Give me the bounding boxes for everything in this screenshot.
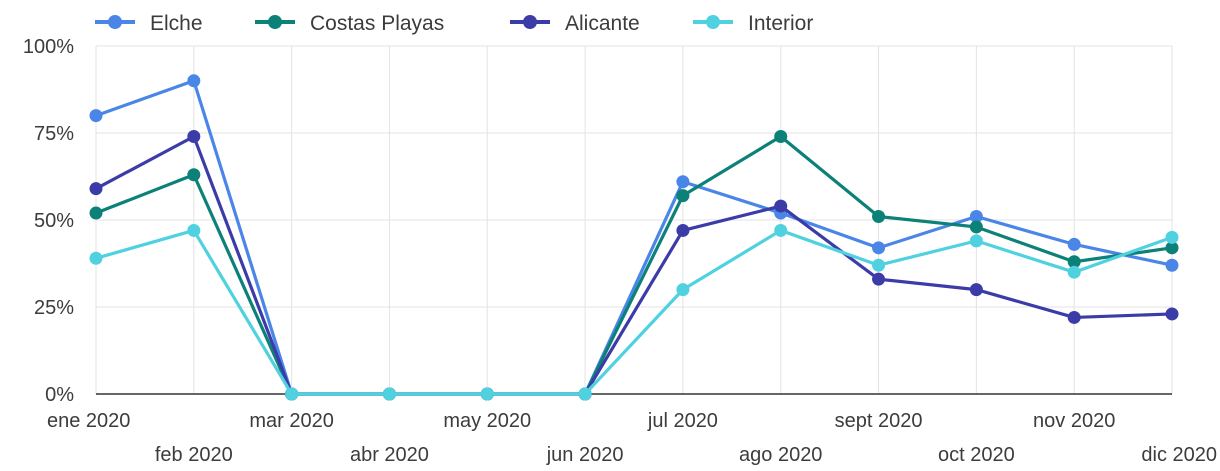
- series-layer: [89, 74, 1179, 401]
- x-tick-label: feb 2020: [155, 444, 233, 466]
- data-point: [1067, 237, 1081, 251]
- legend-label: Interior: [748, 12, 813, 35]
- series-line: [95, 134, 1173, 396]
- data-point: [1067, 310, 1081, 324]
- legend-swatch-marker: [706, 15, 720, 29]
- series-line: [95, 79, 1173, 396]
- x-tick-label: mar 2020: [249, 410, 334, 432]
- data-point: [578, 387, 592, 401]
- data-point: [676, 189, 690, 203]
- x-tick-label: ago 2020: [739, 444, 822, 466]
- data-point: [676, 175, 690, 189]
- legend-item: Interior: [693, 12, 813, 35]
- x-tick-label: jun 2020: [546, 444, 624, 466]
- data-point: [89, 109, 103, 123]
- data-point: [187, 223, 201, 237]
- y-tick-label: 75%: [34, 123, 74, 145]
- legend-label: Elche: [150, 12, 203, 35]
- data-point: [774, 129, 788, 143]
- data-point: [872, 272, 886, 286]
- legend-item: Alicante: [510, 12, 640, 35]
- legend-label: Alicante: [565, 12, 640, 35]
- series-interior: [89, 223, 1179, 401]
- data-point: [187, 168, 201, 182]
- legend-swatch-marker: [268, 15, 282, 29]
- y-tick-label: 50%: [34, 210, 74, 232]
- series-line: [95, 228, 1173, 396]
- x-tick-label: ene 2020: [47, 410, 130, 432]
- x-tick-label: sept 2020: [835, 410, 923, 432]
- x-tick-label: abr 2020: [350, 444, 429, 466]
- data-point: [1165, 241, 1179, 255]
- x-tick-label: jul 2020: [647, 410, 718, 432]
- legend: Elche Costas Playas Alicante Interior: [95, 12, 813, 35]
- x-tick-label: oct 2020: [938, 444, 1015, 466]
- x-tick-label: dic 2020: [1141, 444, 1217, 466]
- data-point: [872, 241, 886, 255]
- data-point: [969, 220, 983, 234]
- data-point: [187, 74, 201, 88]
- y-tick-label: 0%: [45, 384, 74, 406]
- data-point: [1067, 255, 1081, 269]
- data-point: [285, 387, 299, 401]
- y-tick-label: 100%: [23, 36, 74, 58]
- x-tick-label: may 2020: [443, 410, 531, 432]
- data-point: [872, 258, 886, 272]
- axis-layer: 0% 25% 50% 75% 100% ene 2020 feb 2020 mar 2020 a…: [23, 36, 1217, 466]
- data-point: [872, 210, 886, 224]
- data-point: [89, 182, 103, 196]
- legend-label: Costas Playas: [310, 12, 444, 35]
- data-point: [969, 210, 983, 224]
- data-point: [1067, 265, 1081, 279]
- x-tick-label: nov 2020: [1033, 410, 1115, 432]
- series-line: [95, 134, 1173, 396]
- legend-swatch-marker: [108, 15, 122, 29]
- data-point: [382, 387, 396, 401]
- data-point: [1165, 230, 1179, 244]
- data-point: [969, 283, 983, 297]
- y-tick-label: 25%: [34, 297, 74, 319]
- data-point: [676, 283, 690, 297]
- data-point: [187, 129, 201, 143]
- data-point: [774, 199, 788, 213]
- legend-swatch-marker: [523, 15, 537, 29]
- legend-item: Costas Playas: [255, 12, 444, 35]
- series-elche: [89, 74, 1179, 401]
- data-point: [1165, 258, 1179, 272]
- data-point: [480, 387, 494, 401]
- data-point: [969, 234, 983, 248]
- legend-item: Elche: [95, 12, 203, 35]
- data-point: [89, 206, 103, 220]
- data-point: [676, 223, 690, 237]
- data-point: [89, 251, 103, 265]
- data-point: [774, 223, 788, 237]
- data-point: [1165, 307, 1179, 321]
